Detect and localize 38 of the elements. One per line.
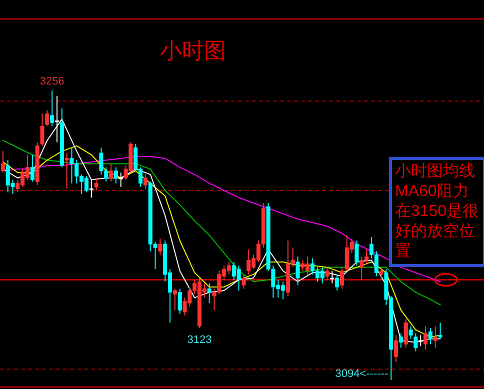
text: 小时图: [160, 38, 226, 63]
candlestick: [340, 266, 344, 290]
candlestick: [114, 166, 118, 184]
candlestick: [433, 326, 438, 348]
candlestick: [424, 326, 428, 350]
candlestick: [109, 163, 114, 182]
candlestick: [398, 332, 403, 348]
candlestick: [178, 288, 182, 314]
candlestick: [94, 177, 98, 191]
candlestick: [207, 282, 212, 304]
candlestick: [242, 274, 246, 290]
annotation: 小时图均线MA60阻力在3150是很好的放空位置: [389, 157, 484, 267]
candlestick: [118, 172, 123, 188]
candlestick: [404, 318, 408, 348]
candlestick: [325, 266, 330, 280]
candlestick: [143, 174, 148, 190]
candlestick: [158, 238, 162, 256]
candlestick: [172, 288, 177, 311]
candlestick: [379, 266, 384, 280]
candlestick: [0, 150, 5, 174]
candlestick: [414, 332, 418, 352]
candlestick: [428, 328, 432, 345]
candlestick: [30, 154, 34, 182]
candlestick: [296, 256, 300, 286]
annotation: 3123: [187, 334, 212, 346]
candlestick: [89, 179, 94, 198]
candlestick: [40, 113, 44, 146]
candlestick: [50, 90, 54, 127]
candlestick: [438, 322, 442, 340]
candlestick: [408, 326, 413, 340]
candlestick: [335, 274, 340, 292]
candlestick: [64, 152, 69, 190]
annotation: 3256: [40, 75, 64, 88]
annotation: 3094<------: [335, 368, 388, 380]
candlestick: [354, 240, 359, 266]
candlestick: [45, 110, 50, 127]
candlestick: [394, 334, 398, 362]
candlestick: [330, 270, 334, 284]
